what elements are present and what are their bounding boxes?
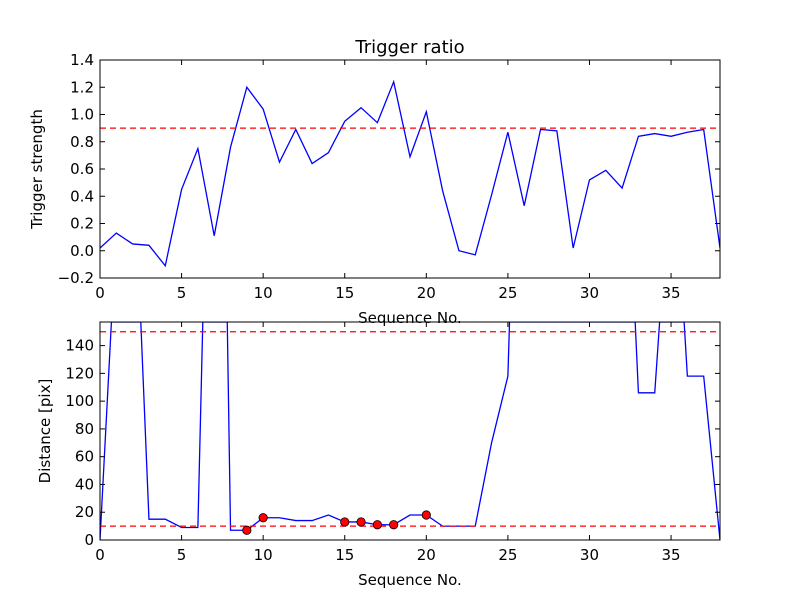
x-tick-label: 15 [335, 284, 354, 302]
y-tick-label: 100 [65, 392, 94, 410]
x-tick-label: 15 [335, 546, 354, 564]
trigger-ratio-panel: Trigger ratio 0 5 10 15 20 25 30 35 −0.2 0.0 0.2 0.… [28, 37, 721, 327]
y-tick-label: 1.2 [70, 78, 94, 96]
x-tick-label: 5 [177, 284, 187, 302]
x-tick-label: 25 [498, 546, 517, 564]
x-axis-label: Sequence No. [358, 309, 462, 327]
series-line [100, 322, 720, 540]
x-tick-label: 20 [417, 284, 436, 302]
data-point-marker [340, 517, 350, 527]
y-tick-label: −0.2 [58, 269, 94, 287]
y-tick-label: 0.6 [70, 160, 94, 178]
chart-title: Trigger ratio [354, 37, 464, 58]
x-tick-label: 35 [662, 546, 681, 564]
plot-frame [99, 321, 721, 541]
y-tick-label: 80 [75, 420, 94, 438]
y-tick-label: 0.0 [70, 242, 94, 260]
x-tick-label: 5 [177, 546, 187, 564]
data-point-marker [356, 517, 366, 527]
data-point-marker [372, 520, 382, 530]
x-tick-label: 30 [580, 546, 599, 564]
y-tick-label: 140 [65, 337, 94, 355]
data-point-marker [389, 520, 399, 530]
x-tick-label: 30 [580, 284, 599, 302]
x-tick-label: 20 [417, 546, 436, 564]
y-tick-label: 40 [75, 475, 94, 493]
y-tick-label: 0.8 [70, 133, 94, 151]
y-tick-label: 120 [65, 364, 94, 382]
y-axis-label: Trigger strength [28, 109, 46, 230]
y-tick-label: 0.4 [70, 187, 94, 205]
series-line [100, 79, 720, 268]
data-point-marker [242, 525, 252, 535]
data-point-marker [258, 513, 268, 523]
y-tick-label: 1.0 [70, 106, 94, 124]
x-tick-label: 0 [95, 546, 105, 564]
y-tick-label: 0 [84, 531, 94, 549]
x-tick-label: 10 [254, 546, 273, 564]
x-tick-label: 35 [662, 284, 681, 302]
y-tick-label: 20 [75, 503, 94, 521]
x-tick-label: 0 [95, 284, 105, 302]
y-tick-label: 0.2 [70, 215, 94, 233]
x-tick-label: 10 [254, 284, 273, 302]
x-tick-label: 25 [498, 284, 517, 302]
y-axis-label: Distance [pix] [36, 379, 54, 484]
x-axis-label: Sequence No. [358, 571, 462, 589]
data-point-marker [421, 510, 431, 520]
y-tick-label: 60 [75, 448, 94, 466]
distance-panel: 0 5 10 15 20 25 30 35 0 20 40 60 80 100 120 140 Sequenc… [36, 321, 721, 589]
y-tick-label: 1.4 [70, 51, 94, 69]
